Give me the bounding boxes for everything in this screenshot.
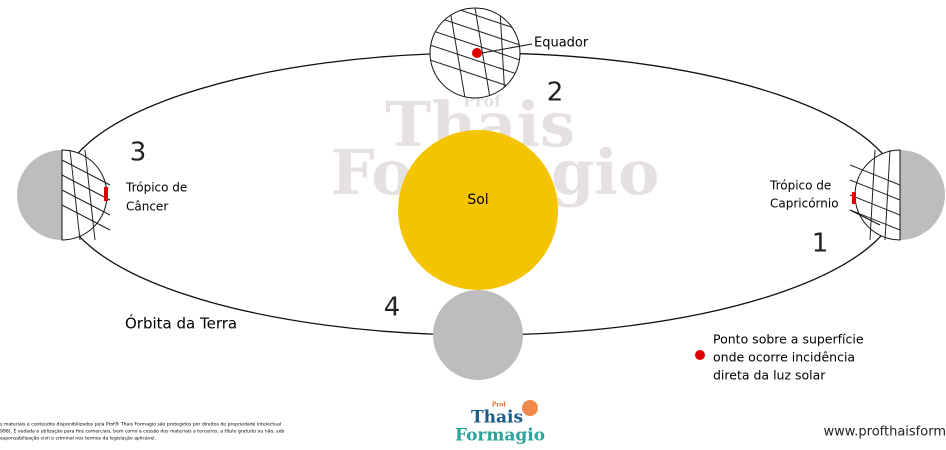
tropic-label: Capricórnio <box>770 197 839 211</box>
position-number: 3 <box>130 138 147 168</box>
logo-line: Thais <box>471 408 523 428</box>
incidence-point <box>852 192 856 204</box>
disclaimer: esponsabilização civil e criminal nos te… <box>0 435 156 442</box>
legend-text: onde ocorre incidência <box>713 350 855 365</box>
disclaimer: s materiais e conteúdos disponibilizados… <box>0 421 281 428</box>
legend-marker <box>695 350 705 360</box>
position-number: 1 <box>812 229 829 259</box>
sun <box>398 130 558 290</box>
incidence-point <box>104 187 108 201</box>
diagram: Prof Thais Formagio Sol Equador 2 Trópic… <box>0 0 946 446</box>
legend-text: Ponto sobre a superfície <box>713 332 864 347</box>
earth-day-side <box>855 150 900 240</box>
disclaimer: 998). É vedada a utilização para fins co… <box>0 427 284 435</box>
equator-label: Equador <box>534 36 589 51</box>
sun-label: Sol <box>467 192 488 208</box>
tropic-label: Trópico de <box>769 179 831 193</box>
tropic-label: Trópico de <box>125 181 187 195</box>
earth <box>433 290 523 380</box>
position-number: 2 <box>547 78 564 108</box>
logo-line: Formagio <box>455 426 545 446</box>
incidence-point <box>472 48 482 58</box>
tropic-label: Câncer <box>126 200 168 214</box>
position-number: 4 <box>384 293 401 323</box>
logo: Prof Thais Formagio <box>455 400 545 446</box>
page: Prof Thais Formagio Sol Equador 2 Trópic… <box>0 0 946 446</box>
logo-icon <box>522 400 538 416</box>
website: www.profthaisform <box>824 425 946 440</box>
legend-text: direta da luz solar <box>713 368 826 383</box>
orbit-label: Órbita da Terra <box>125 314 237 333</box>
